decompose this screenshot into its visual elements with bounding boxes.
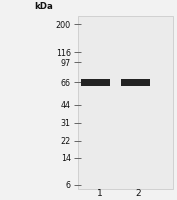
Text: 14: 14 [61, 154, 71, 162]
Text: 22: 22 [61, 137, 71, 145]
Text: 200: 200 [56, 21, 71, 29]
Text: kDa: kDa [34, 2, 53, 11]
Text: 44: 44 [61, 101, 71, 109]
Bar [78, 17, 173, 189]
Bar [81, 79, 110, 87]
Text: 31: 31 [61, 119, 71, 127]
Text: 1: 1 [97, 188, 103, 197]
Text: 2: 2 [135, 188, 141, 197]
Text: 66: 66 [61, 79, 71, 87]
Text: 97: 97 [61, 59, 71, 67]
Bar [121, 79, 150, 87]
Text: 116: 116 [56, 49, 71, 57]
Text: 6: 6 [66, 181, 71, 189]
